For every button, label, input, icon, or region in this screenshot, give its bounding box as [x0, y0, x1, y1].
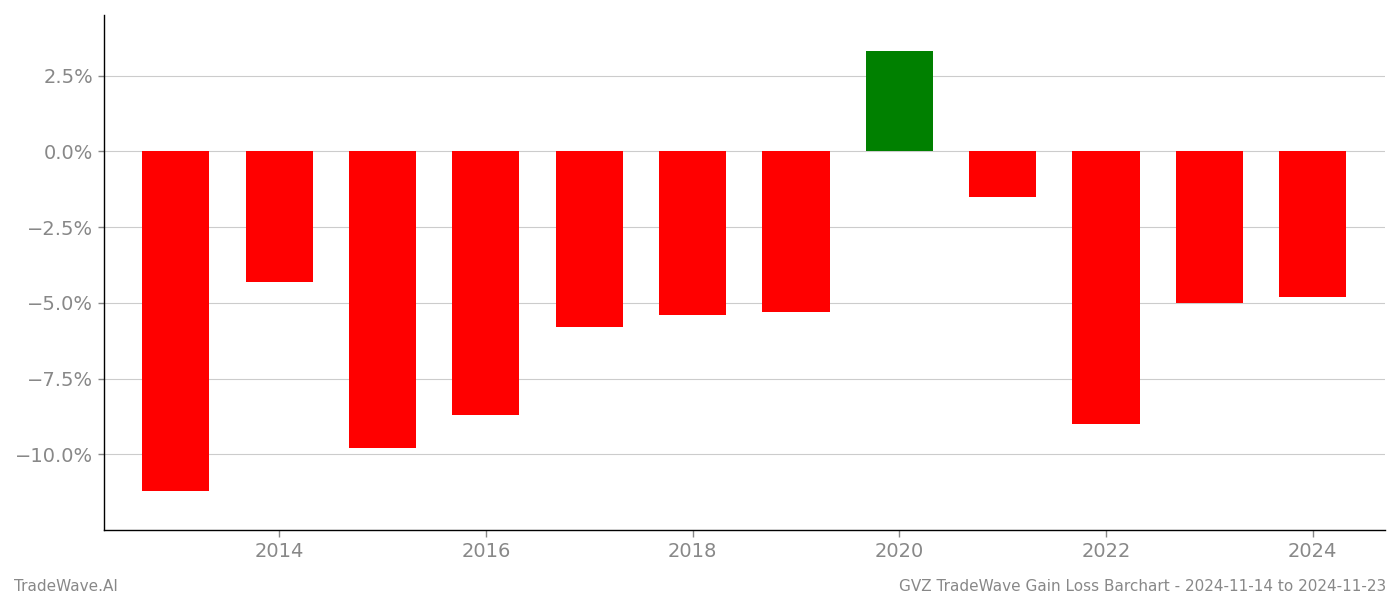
Bar — [659, 151, 727, 315]
Bar — [1072, 151, 1140, 424]
Text: GVZ TradeWave Gain Loss Barchart - 2024-11-14 to 2024-11-23: GVZ TradeWave Gain Loss Barchart - 2024-… — [899, 579, 1386, 594]
Text: TradeWave.AI: TradeWave.AI — [14, 579, 118, 594]
Bar — [452, 151, 519, 415]
Bar — [969, 151, 1036, 197]
Bar — [245, 151, 312, 281]
Bar — [865, 52, 932, 151]
Bar — [1280, 151, 1347, 297]
Bar — [143, 151, 210, 491]
Bar — [556, 151, 623, 327]
Bar — [1176, 151, 1243, 303]
Bar — [349, 151, 416, 448]
Bar — [763, 151, 830, 312]
